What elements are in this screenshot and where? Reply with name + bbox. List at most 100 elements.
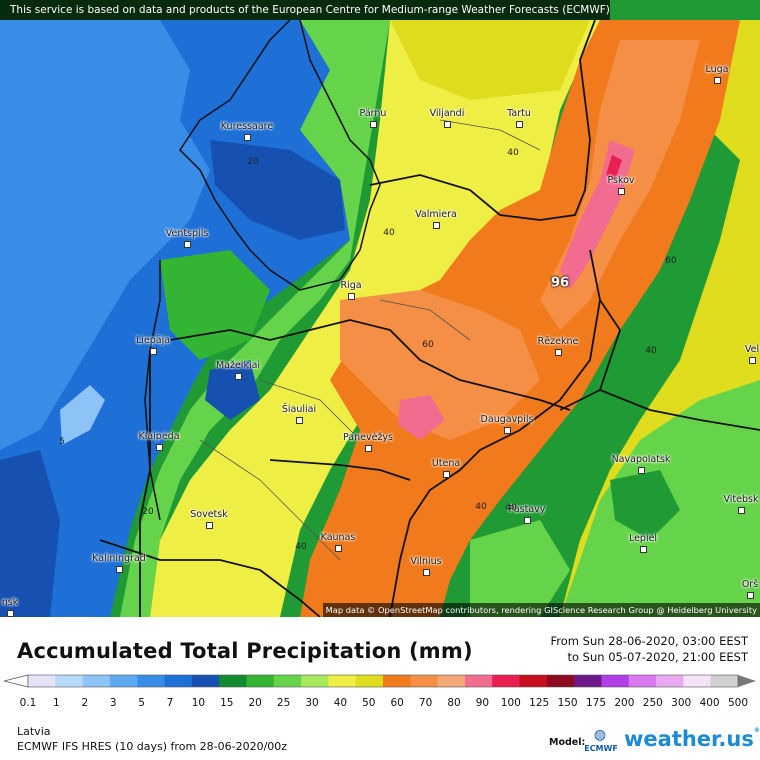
contour-label: 40 [475, 502, 487, 512]
colorbar-swatch [55, 675, 84, 687]
scale-tick-label: 5 [138, 697, 145, 709]
weather-us-logo[interactable]: weather.us® [624, 727, 760, 751]
city-marker-sovetsk [206, 522, 213, 529]
field-10-mazeikiai [205, 360, 260, 420]
city-marker-ventspils [184, 241, 191, 248]
map-canvas [0, 0, 760, 617]
city-label-kaunas: Kaunas [320, 532, 356, 543]
colorbar-swatch [628, 675, 657, 687]
city-label-mazeikiai: Mažeikiai [215, 360, 261, 371]
contour-label: 60 [665, 256, 677, 266]
contour-label: 60 [422, 340, 434, 350]
scale-tick-label: 100 [500, 697, 521, 709]
city-marker-panevezys [365, 445, 372, 452]
ecmwf-logo-text: ECMWF [584, 744, 618, 753]
scale-tick-label: 50 [362, 697, 376, 709]
country-borders [99, 19, 760, 617]
field-15-east [610, 470, 680, 540]
city-label-riga: Riga [340, 280, 362, 291]
colorbar-swatch [574, 675, 602, 687]
contour-label: 5 [59, 437, 65, 447]
colorbar-swatch [464, 675, 493, 687]
city-marker-klaipeda [156, 444, 163, 451]
field-5-7 [0, 20, 210, 450]
scale-tick-label: 40 [333, 697, 348, 709]
city-label-kuressaare: Kuressaare [220, 121, 274, 132]
region-name: Latvia [17, 725, 51, 738]
field-10-15-sw [0, 450, 60, 617]
map-attribution: Map data © OpenStreetMap contributors, r… [322, 603, 760, 617]
city-marker-utena [443, 471, 450, 478]
city-label-utena: Utena [431, 458, 461, 469]
city-label-daugavpils: Daugavpils [480, 414, 534, 425]
city-marker-pskov [618, 188, 625, 195]
scale-tick-label: 300 [671, 697, 692, 709]
colorbar-swatch [28, 675, 56, 687]
scale-tick-label: 7 [166, 697, 174, 709]
city-marker-mazeikiai [235, 373, 242, 380]
colorbar-min-arrow [3, 674, 29, 688]
field-10-15-gulf [210, 140, 345, 240]
field-80-90-pskov [560, 140, 635, 290]
colorbar-swatch [656, 675, 684, 687]
field-90-100 [606, 155, 622, 180]
scale-tick-label: 400 [699, 697, 720, 709]
period-to: to Sun 05-07-2020, 21:00 EEST [567, 650, 748, 664]
scale-tick-label: 30 [305, 697, 319, 709]
colorbar-swatch [355, 675, 384, 687]
brand-registered: ® [753, 727, 760, 734]
scale-tick-label: 25 [276, 697, 291, 709]
scale-tick-label: 2 [81, 697, 89, 709]
city-label-vilnius: Vilnius [410, 556, 442, 567]
colorbar-swatch [601, 675, 630, 687]
city-label-ventspils: Ventspils [165, 228, 209, 239]
contour-label: 20 [247, 157, 259, 167]
colorbar-swatch [109, 675, 138, 687]
city-marker-tartu [516, 121, 523, 128]
colorbar-swatch [437, 675, 466, 687]
city-label-kaliningrad: Kaliningrad [92, 553, 146, 564]
coastline [144, 19, 381, 521]
legend-title: Accumulated Total Precipitation (mm) [17, 639, 473, 663]
city-marker-parnu [370, 121, 377, 128]
max-value-label: 96 [550, 275, 570, 291]
colorbar-swatch [546, 675, 575, 687]
field-80-90-daugavpils [398, 395, 445, 440]
city-marker-daugavpils [504, 427, 511, 434]
colorbar-swatch [219, 675, 247, 687]
ecmwf-logo-icon: ◍ [593, 727, 607, 743]
scale-tick-label: 500 [727, 697, 749, 709]
model-run: ECMWF IFS HRES (10 days) from 28-06-2020… [17, 740, 288, 753]
city-label-parnu: Pärnu [359, 108, 387, 119]
city-label-pastavy: Pastavy [508, 504, 546, 515]
city-label-rezekne: Rēzekne [537, 336, 579, 347]
city-marker-kaliningrad [116, 566, 123, 573]
colorbar-swatch [710, 675, 739, 687]
scale-tick-label: 20 [248, 697, 262, 709]
scale-tick-label: 200 [614, 697, 635, 709]
city-marker-vitebsk [738, 507, 745, 514]
colorbar-swatch [164, 675, 193, 687]
colorbar-swatch [301, 675, 329, 687]
scale-tick-label: 3 [109, 697, 117, 709]
city-marker-nsk [7, 610, 14, 617]
scale-tick-label: 250 [642, 697, 663, 709]
city-marker-navapolatsk [638, 467, 645, 474]
contour-label: 20 [142, 507, 154, 517]
city-marker-luga [714, 77, 721, 84]
contour-label: 40 [645, 346, 657, 356]
precipitation-map[interactable]: This service is based on data and produc… [0, 0, 760, 617]
field-20-south [470, 520, 570, 617]
colorbar-swatch [273, 675, 302, 687]
ecmwf-logo: ◍ ECMWF [583, 727, 619, 757]
legend-panel: Accumulated Total Precipitation (mm) Fro… [0, 617, 760, 760]
city-marker-orsha [747, 592, 754, 599]
city-marker-riga [348, 293, 355, 300]
city-label-valmiera: Valmiera [415, 209, 457, 220]
scale-tick-label: 70 [418, 697, 433, 709]
field-60-70-center [340, 290, 540, 440]
city-marker-liepaja [150, 348, 157, 355]
colorbar-swatch [383, 675, 411, 687]
city-label-luga: Luga [705, 64, 729, 75]
city-label-siauliai: Šiauliai [281, 404, 317, 415]
